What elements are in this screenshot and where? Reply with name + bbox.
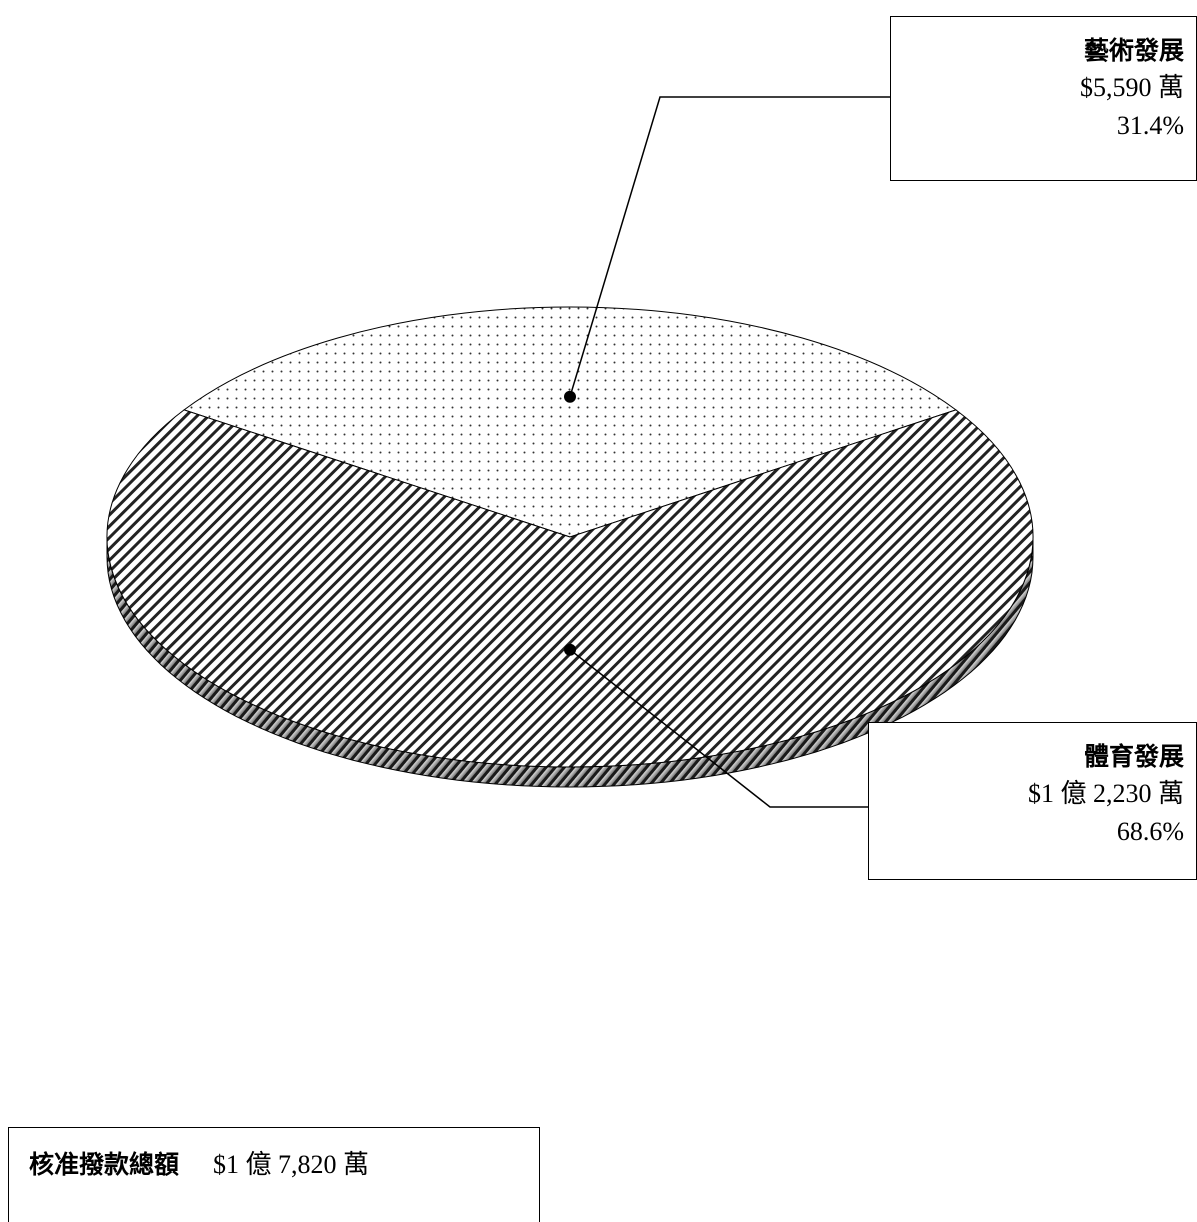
pie-body [106, 306, 1034, 788]
leader-line-sports [569, 649, 868, 808]
slice-amount-arts: $5,590 萬 [1079, 73, 1184, 102]
leader-line-arts [569, 96, 890, 397]
total-label: 核准撥款總額 [29, 1150, 180, 1179]
slice-amount-sports: $1 億 2,230 萬 [1027, 779, 1184, 808]
total-amount: $1 億 7,820 萬 [213, 1150, 370, 1179]
leader-dot-sports [564, 643, 576, 656]
callout-arts-development: 藝術發展 $5,590 萬 31.4% [890, 16, 1197, 181]
slice-label-arts: 藝術發展 [1083, 36, 1184, 65]
callout-sports-development: 體育發展 $1 億 2,230 萬 68.6% [868, 722, 1197, 880]
leader-dot-arts [564, 390, 576, 403]
total-approved-box: 核准撥款總額 $1 億 7,820 萬 [8, 1127, 540, 1222]
pie-slice-arts [183, 306, 957, 538]
slice-label-sports: 體育發展 [1083, 742, 1184, 771]
pie-slice-sports [106, 409, 1034, 768]
leader-lines [564, 96, 890, 808]
slice-percent-sports: 68.6% [1116, 817, 1184, 846]
slice-percent-arts: 31.4% [1116, 111, 1184, 140]
